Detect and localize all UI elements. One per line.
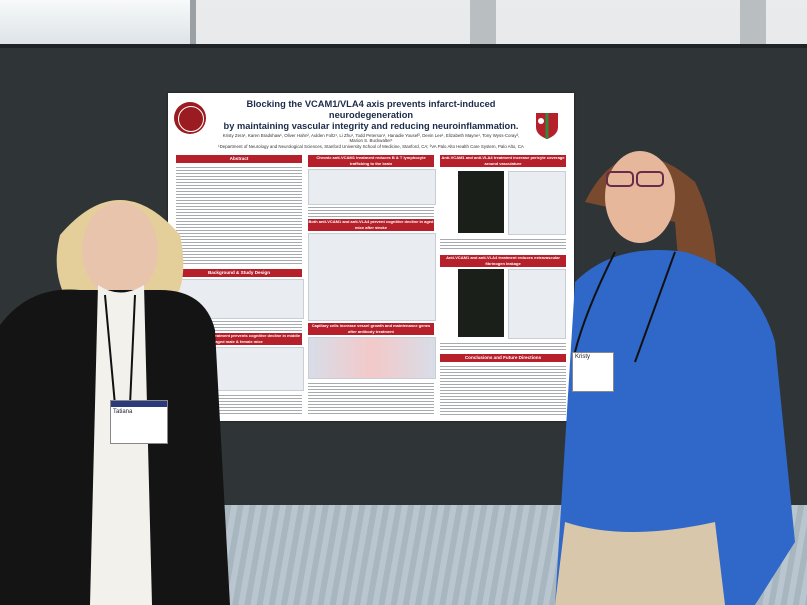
research-poster: Blocking the VCAM1/VLA4 axis prevents in…: [168, 93, 574, 421]
conclusions-text: [440, 364, 566, 416]
poster-title: Blocking the VCAM1/VLA4 axis prevents in…: [208, 99, 534, 132]
woman-right: [555, 151, 795, 605]
fibrinogen-header: Anti-VCAM1 and anti-VLA4 treatment reduc…: [440, 255, 566, 267]
conclusions-header: Conclusions and Future Directions: [440, 354, 566, 362]
poster-title-line2: by maintaining vascular integrity and re…: [223, 121, 519, 131]
fibrinogen-caption: [440, 341, 566, 351]
fibrinogen-micrographs: [458, 269, 504, 337]
stanford-medicine-logo: [536, 113, 558, 139]
badge-name-left: Tatiana: [113, 409, 133, 415]
name-badge-right: Kristy: [572, 352, 614, 392]
background-header: Background & Study Design: [176, 269, 302, 277]
lymphocyte-caption: [308, 205, 434, 217]
name-badge-left: Tatiana: [110, 400, 168, 444]
pericyte-header: Anti-VCAM1 and anti-VLA4 treatment incre…: [440, 155, 566, 167]
pericyte-bar-charts: [508, 171, 566, 235]
stanford-seal-logo: [174, 102, 206, 134]
fibrinogen-bar-charts: [508, 269, 566, 339]
capillary-header: Capillary cells increase vessel growth a…: [308, 323, 434, 335]
gene-heatmap: [308, 337, 436, 379]
poster-authors: Kristy Zera¹, Karen Bradshaw¹, Oliver Ha…: [216, 133, 526, 149]
lymphocyte-header: Chronic anti-VCAM1 treatment reduces B &…: [308, 155, 434, 167]
pericyte-caption: [440, 237, 566, 251]
pericyte-micrographs: [458, 171, 504, 233]
woman-left: [0, 200, 230, 605]
study-design-figure: [176, 279, 304, 319]
capillary-caption: [308, 381, 434, 415]
badge-name-right: Kristy: [575, 354, 590, 360]
poster-title-line1: Blocking the VCAM1/VLA4 axis prevents in…: [246, 99, 496, 120]
affiliations: ¹Department of Neurology and Neurologica…: [218, 143, 524, 149]
abstract-text: [176, 165, 302, 265]
window: [0, 0, 196, 46]
abstract-header: Abstract: [176, 155, 302, 163]
lymphocyte-bar-charts: [308, 169, 436, 205]
aged-mice-header: Both anti-VCAM1 and anti-VLA4 prevent co…: [308, 219, 434, 231]
aged-mice-graphs: [308, 233, 436, 321]
author-list: Kristy Zera¹, Karen Bradshaw¹, Oliver Ha…: [222, 133, 520, 144]
